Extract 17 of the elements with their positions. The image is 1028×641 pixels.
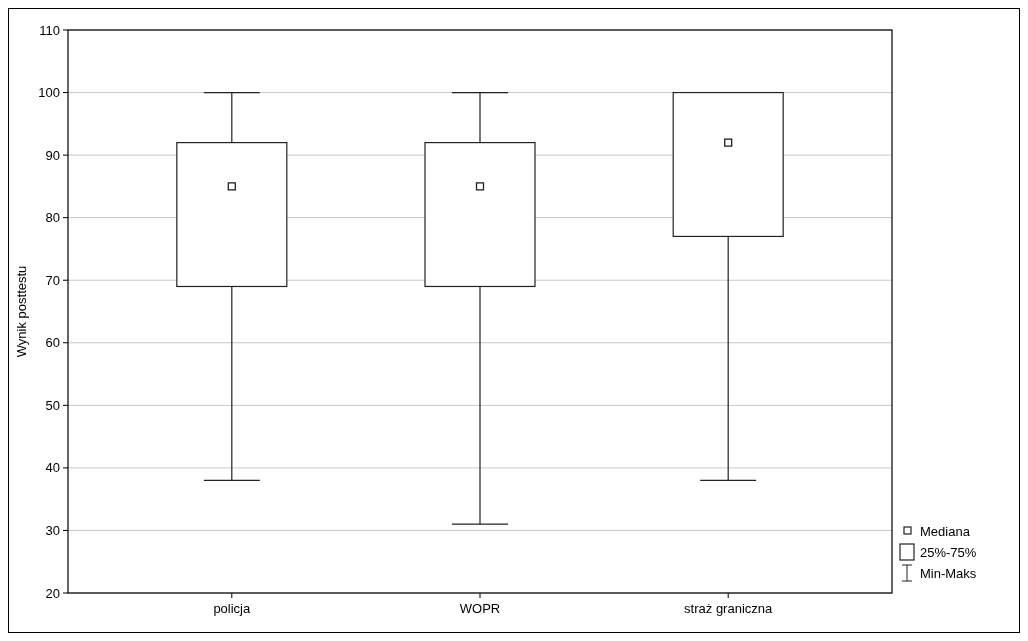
text: 25%-75%: [920, 544, 977, 560]
y-tick-label: 30: [45, 522, 60, 538]
y-tick-label: 20: [45, 585, 60, 601]
text: Min-Maks: [920, 565, 977, 581]
x-tick-label: WOPR: [459, 601, 501, 616]
y-tick-label: 70: [45, 272, 60, 288]
y-tick-label: 50: [45, 397, 60, 413]
x-tick-label: straż graniczna: [684, 601, 774, 616]
y-tick-label: 40: [45, 460, 60, 476]
y-tick-label: 100: [38, 85, 60, 101]
x-tick-label: policja: [213, 601, 251, 616]
y-axis-title: Wynik posttestu: [14, 265, 29, 358]
y-tick-label: 110: [39, 22, 60, 38]
y-tick-label: 80: [45, 210, 60, 226]
y-tick-label: 60: [45, 335, 60, 351]
y-tick-label: 90: [45, 147, 60, 163]
text: Mediana: [920, 523, 971, 539]
